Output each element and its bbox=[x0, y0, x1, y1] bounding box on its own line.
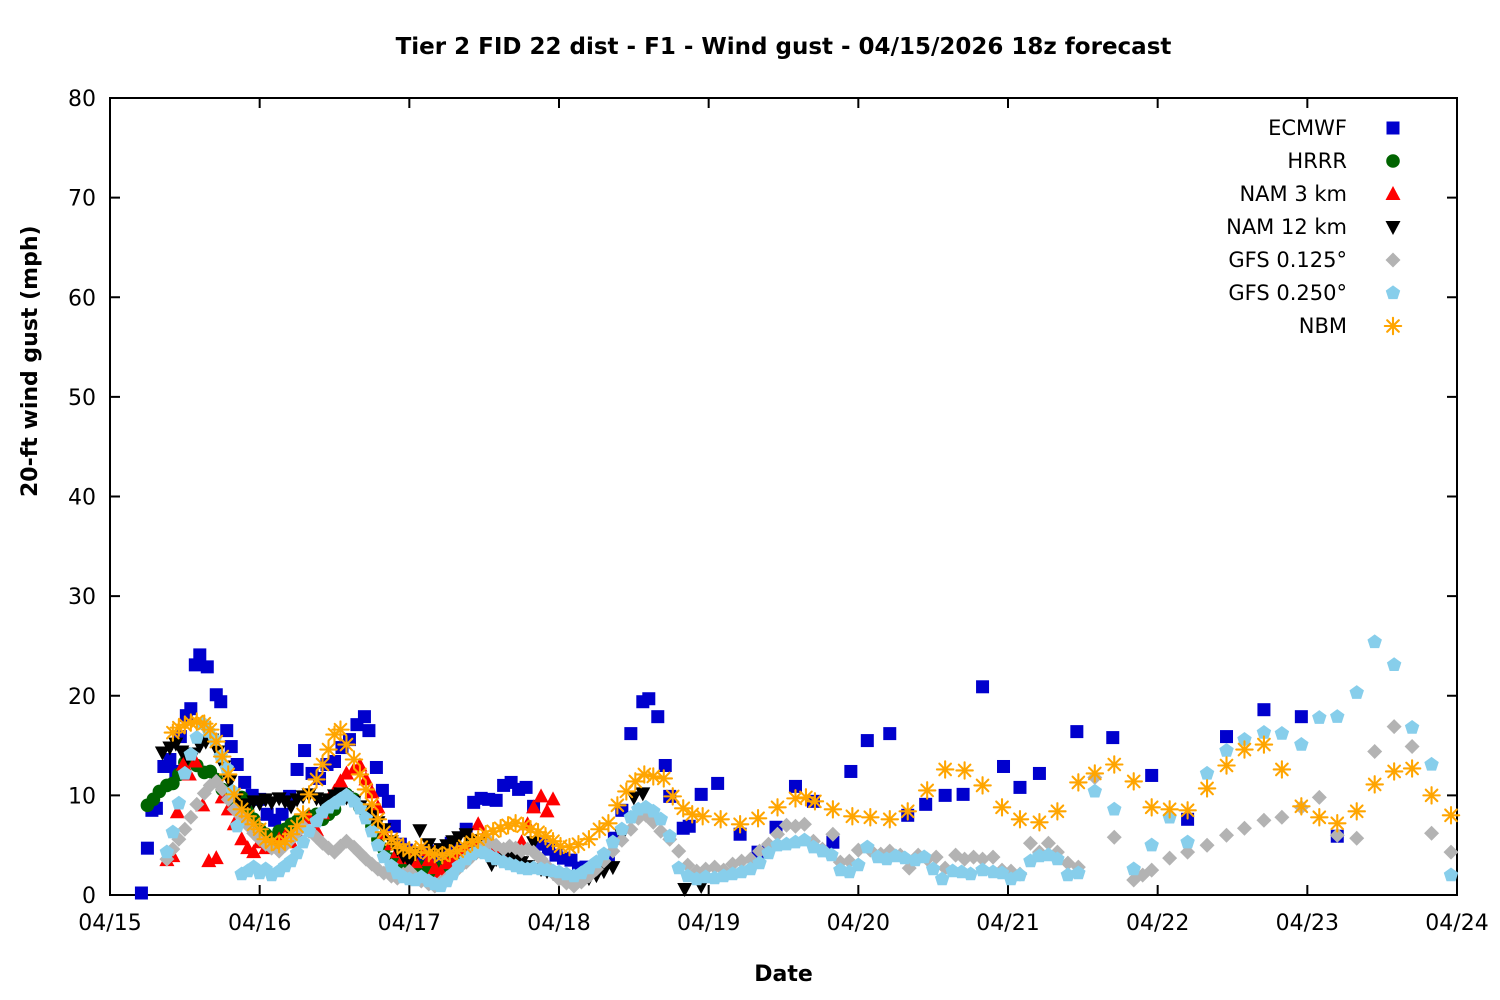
y-tick-label: 0 bbox=[82, 884, 96, 909]
y-tick-label: 30 bbox=[68, 585, 96, 610]
legend-item-gfs-0-125-: GFS 0.125° bbox=[1228, 248, 1401, 272]
x-tick-label: 04/18 bbox=[527, 911, 590, 936]
legend-item-gfs-0-250-: GFS 0.250° bbox=[1228, 281, 1401, 305]
x-tick-label: 04/15 bbox=[78, 911, 141, 936]
y-tick-label: 40 bbox=[68, 486, 96, 511]
legend-label: HRRR bbox=[1287, 149, 1347, 173]
y-tick-label: 50 bbox=[68, 386, 96, 411]
x-tick-label: 04/23 bbox=[1276, 911, 1339, 936]
legend-marker-pentagon bbox=[1385, 285, 1401, 300]
x-tick-label: 04/17 bbox=[378, 911, 441, 936]
y-tick-label: 20 bbox=[68, 685, 96, 710]
legend-marker-square bbox=[1386, 121, 1400, 135]
legend: ECMWF HRRR NAM 3 km NAM 12 km GFS 0.125° GFS … bbox=[1226, 116, 1403, 338]
legend-marker-triangle-down bbox=[1385, 221, 1401, 235]
x-axis-label: Date bbox=[754, 962, 813, 987]
legend-item-hrrr: HRRR bbox=[1287, 149, 1400, 173]
legend-label: ECMWF bbox=[1268, 116, 1347, 140]
legend-label: GFS 0.250° bbox=[1228, 281, 1347, 305]
legend-label: GFS 0.125° bbox=[1228, 248, 1347, 272]
legend-marker-circle bbox=[1386, 154, 1400, 168]
legend-label: NAM 12 km bbox=[1226, 215, 1347, 239]
x-tick-label: 04/24 bbox=[1425, 911, 1488, 936]
legend-item-ecmwf: ECMWF bbox=[1268, 116, 1400, 140]
x-tick-label: 04/19 bbox=[677, 911, 740, 936]
series-gfs-0-250- bbox=[159, 634, 1459, 893]
legend-marker-triangle-up bbox=[1385, 186, 1401, 200]
y-tick-label: 10 bbox=[68, 784, 96, 809]
y-tick-label: 60 bbox=[68, 286, 96, 311]
x-tick-label: 04/22 bbox=[1126, 911, 1189, 936]
legend-item-nam-3-km: NAM 3 km bbox=[1239, 182, 1401, 206]
x-tick-label: 04/16 bbox=[228, 911, 291, 936]
legend-item-nbm: NBM bbox=[1299, 314, 1403, 338]
y-tick-label: 80 bbox=[68, 87, 96, 112]
legend-marker-asterisk bbox=[1383, 316, 1403, 336]
legend-marker-diamond bbox=[1385, 252, 1401, 268]
chart-title: Tier 2 FID 22 dist - F1 - Wind gust - 04… bbox=[395, 34, 1172, 60]
x-tick-label: 04/20 bbox=[827, 911, 890, 936]
y-tick-label: 70 bbox=[68, 187, 96, 212]
legend-label: NAM 3 km bbox=[1239, 182, 1347, 206]
plot-border bbox=[109, 97, 1458, 896]
legend-item-nam-12-km: NAM 12 km bbox=[1226, 215, 1401, 239]
axis-ticks: 04/15 04/16 04/17 04/18 04/19 04/20 04/21 04/22… bbox=[68, 87, 1489, 936]
series-nbm bbox=[163, 712, 1461, 865]
x-tick-label: 04/21 bbox=[976, 911, 1039, 936]
legend-label: NBM bbox=[1299, 314, 1347, 338]
